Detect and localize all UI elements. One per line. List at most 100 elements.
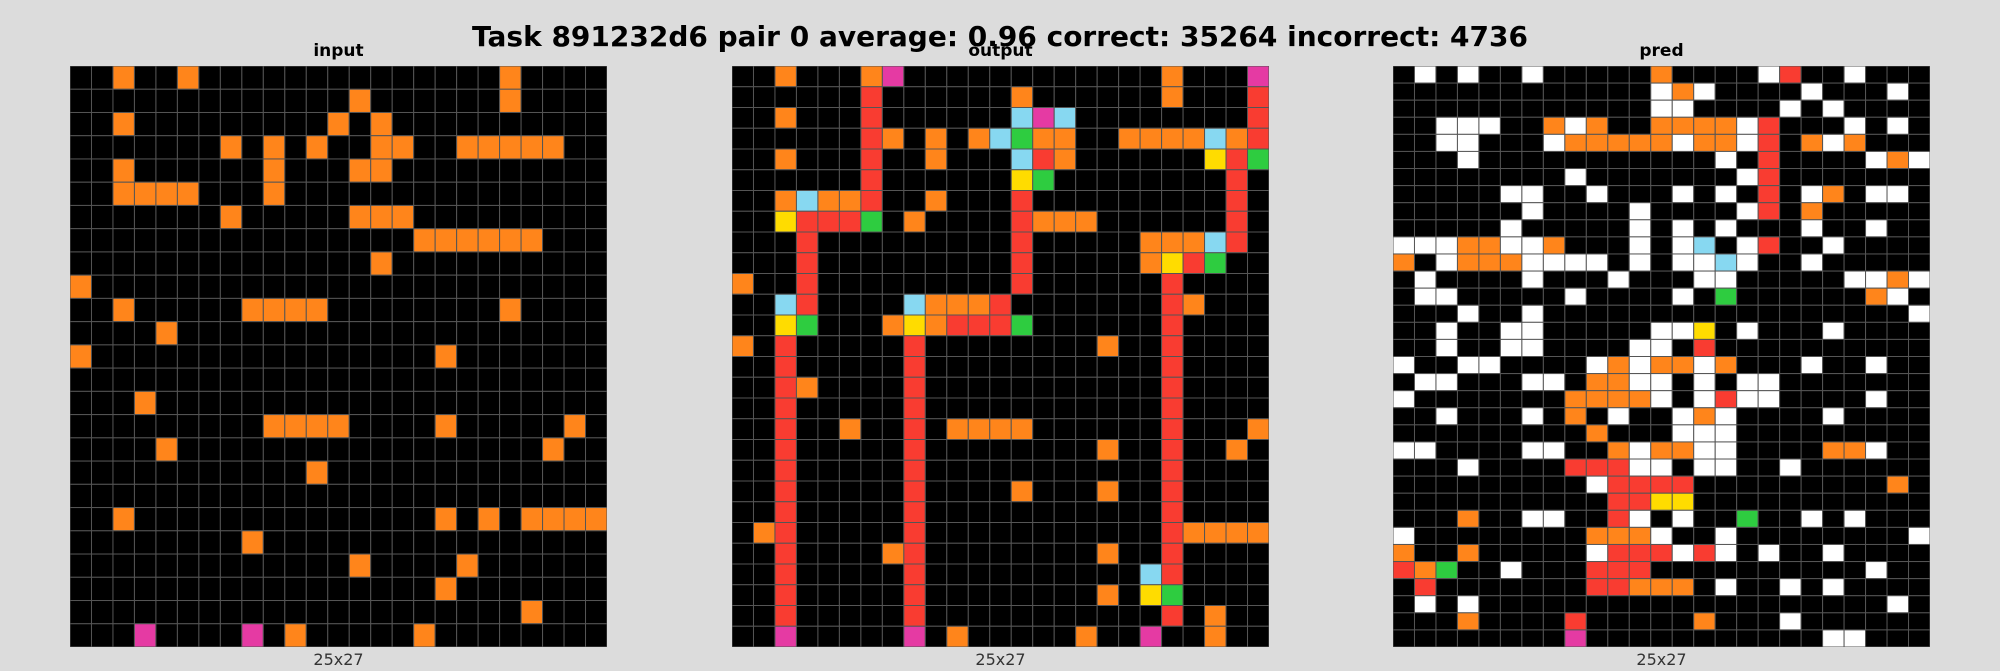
grid-cell: [1908, 99, 1930, 118]
grid-cell: [327, 460, 350, 485]
grid-cell: [1865, 99, 1888, 118]
grid-cell: [1225, 190, 1249, 212]
grid-cell: [1585, 424, 1609, 443]
grid-cell: [989, 625, 1012, 647]
grid-cell: [1393, 304, 1415, 323]
grid-cell: [1886, 390, 1910, 409]
grid-cell: [1800, 253, 1824, 272]
grid-cell: [348, 66, 372, 90]
grid-cell: [456, 181, 479, 206]
grid-cell: [198, 111, 221, 137]
grid-cell: [903, 252, 926, 274]
grid-cell: [585, 414, 607, 439]
grid-cell: [1499, 321, 1523, 340]
grid-cell: [1139, 273, 1163, 295]
grid-cell: [1757, 561, 1781, 580]
grid-cell: [284, 367, 307, 392]
grid-cell: [1693, 99, 1716, 118]
grid-cell: [1585, 150, 1609, 170]
grid-cell: [1714, 578, 1738, 597]
grid-cell: [1736, 561, 1759, 580]
grid-cell: [1456, 492, 1480, 511]
grid-cell: [1247, 107, 1269, 129]
grid-cell: [752, 231, 776, 254]
grid-cell: [1671, 236, 1695, 255]
grid-cell: [817, 293, 840, 316]
grid-cell: [456, 600, 479, 625]
grid-cell: [1499, 168, 1523, 187]
grid-cell: [1478, 99, 1501, 118]
grid-cell: [348, 623, 372, 647]
grid-cell: [305, 390, 329, 416]
grid-cell: [456, 204, 479, 230]
grid-cell: [1032, 480, 1055, 503]
grid-cell: [413, 600, 436, 625]
grid-cell: [133, 367, 157, 392]
grid-cell: [1118, 107, 1141, 129]
grid-cell: [967, 542, 991, 565]
grid-cell: [1714, 373, 1738, 392]
grid-cell: [563, 297, 587, 323]
grid-cell: [860, 169, 883, 191]
grid-cell: [860, 86, 883, 108]
grid-cell: [176, 553, 200, 578]
grid-cell: [1757, 441, 1781, 460]
grid-cell: [1456, 356, 1480, 375]
grid-cell: [732, 293, 754, 316]
grid-cell: [967, 66, 991, 88]
grid-cell: [1607, 321, 1630, 340]
grid-cell: [327, 344, 350, 369]
grid-cell: [1693, 390, 1716, 409]
grid-cell: [989, 148, 1012, 171]
grid-cell: [1822, 338, 1845, 358]
grid-cell: [1865, 561, 1888, 580]
grid-cell: [413, 228, 436, 253]
grid-cell: [1247, 356, 1269, 378]
grid-cell: [1564, 185, 1587, 204]
grid-cell: [881, 127, 905, 150]
grid-cell: [585, 437, 607, 462]
grid-cell: [1564, 236, 1587, 255]
grid-cell: [1800, 133, 1824, 152]
grid-cell: [860, 314, 883, 337]
grid-cell: [795, 148, 819, 171]
grid-cell: [1247, 127, 1269, 150]
grid-cell: [1010, 169, 1034, 191]
grid-cell: [1542, 407, 1566, 426]
grid-cell: [1800, 458, 1824, 477]
grid-cell: [90, 414, 114, 439]
grid-cell: [1075, 86, 1098, 108]
grid-cell: [1607, 492, 1630, 511]
grid-cell: [1671, 270, 1695, 289]
grid-cell: [1779, 304, 1802, 323]
grid-cell: [1139, 522, 1163, 544]
grid-cell: [1413, 543, 1437, 563]
grid-cell: [774, 397, 797, 420]
grid-cell: [1118, 522, 1141, 544]
grid-cell: [774, 501, 797, 523]
grid-cell: [1096, 148, 1120, 171]
grid-cell: [1499, 424, 1523, 443]
grid-cell: [1161, 439, 1184, 461]
grid-cell: [1628, 492, 1652, 511]
grid-cell: [967, 459, 991, 482]
grid-cell: [1779, 441, 1802, 460]
grid-cell: [499, 507, 522, 532]
grid-cell: [542, 576, 565, 602]
grid-cell: [198, 367, 221, 392]
grid-cell: [1822, 373, 1845, 392]
grid-cell: [1075, 563, 1098, 586]
grid-cell: [241, 274, 264, 299]
grid-cell: [1822, 253, 1845, 272]
grid-cell: [1393, 133, 1415, 152]
grid-cell: [1564, 526, 1587, 545]
grid-cell: [1161, 480, 1184, 503]
grid-cell: [155, 390, 178, 416]
grid-cell: [967, 86, 991, 108]
grid-cell: [176, 274, 200, 299]
grid-cell: [563, 181, 587, 206]
grid-cell: [1865, 526, 1888, 545]
grid-cell: [1628, 441, 1652, 460]
grid-cell: [1413, 82, 1437, 101]
grid-cell: [1822, 270, 1845, 289]
